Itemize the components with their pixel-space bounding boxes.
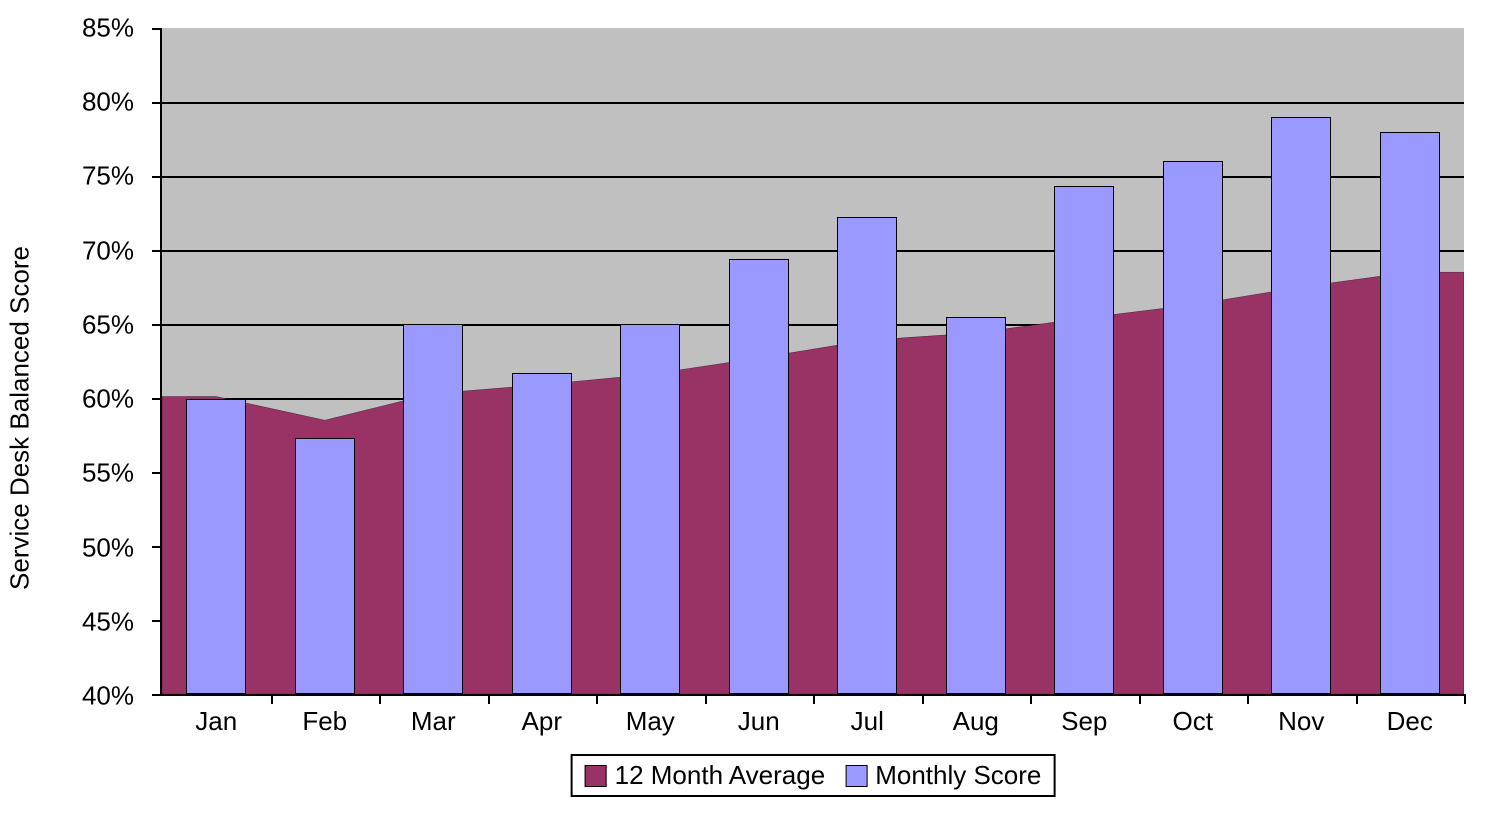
x-tick-mark [1030,694,1032,704]
x-tick-mark [379,694,381,704]
y-tick-mark [152,102,162,104]
legend-item-bars: Monthly Score [845,760,1041,791]
y-tick-mark [152,324,162,326]
y-tick-mark [152,250,162,252]
x-tick-mark [271,694,273,704]
x-tick-label: Apr [522,706,562,737]
x-tick-mark [596,694,598,704]
x-tick-mark [1139,694,1141,704]
x-tick-label: Dec [1387,706,1433,737]
y-tick-label: 85% [82,13,148,44]
x-tick-label: Oct [1173,706,1213,737]
legend-label-bars: Monthly Score [875,760,1041,791]
bar [186,399,246,694]
y-tick-label: 65% [82,309,148,340]
x-tick-label: Jun [738,706,780,737]
legend-swatch-area [585,765,607,787]
y-tick-label: 45% [82,606,148,637]
y-tick-label: 80% [82,87,148,118]
x-tick-mark [1247,694,1249,704]
x-tick-mark [705,694,707,704]
y-tick-mark [152,694,162,696]
bar [620,324,680,694]
bar [729,259,789,694]
plot-area: 12 Month Average Monthly Score JanFebMar… [160,28,1464,696]
x-tick-mark [1356,694,1358,704]
x-tick-mark [813,694,815,704]
x-tick-label: Aug [953,706,999,737]
y-tick-label: 50% [82,532,148,563]
legend-item-area: 12 Month Average [585,760,826,791]
x-tick-mark [922,694,924,704]
x-tick-label: Jul [851,706,884,737]
y-tick-label: 75% [82,161,148,192]
chart-container: Service Desk Balanced Score 12 Month Ave… [0,0,1500,836]
x-tick-label: Jan [195,706,237,737]
x-tick-label: Nov [1278,706,1324,737]
bar [1163,161,1223,694]
y-tick-mark [152,472,162,474]
y-tick-label: 55% [82,458,148,489]
x-tick-label: Feb [302,706,347,737]
bar [295,438,355,694]
y-tick-label: 40% [82,681,148,712]
bar [837,217,897,694]
x-tick-mark [1464,694,1466,704]
x-tick-label: Mar [411,706,456,737]
bar [1271,117,1331,694]
y-axis-title: Service Desk Balanced Score [5,246,36,590]
bar [1054,186,1114,694]
x-tick-label: Sep [1061,706,1107,737]
y-tick-mark [152,176,162,178]
y-tick-label: 60% [82,384,148,415]
legend-swatch-bars [845,765,867,787]
y-tick-mark [152,620,162,622]
x-tick-mark [488,694,490,704]
x-tick-label: May [626,706,675,737]
y-tick-mark [152,28,162,30]
bar [946,317,1006,694]
bar [403,324,463,694]
legend: 12 Month Average Monthly Score [571,754,1056,797]
y-tick-mark [152,546,162,548]
bar [512,373,572,694]
legend-label-area: 12 Month Average [615,760,826,791]
y-tick-mark [152,398,162,400]
bars-series-layer [162,28,1464,694]
y-tick-label: 70% [82,235,148,266]
bar [1380,132,1440,694]
